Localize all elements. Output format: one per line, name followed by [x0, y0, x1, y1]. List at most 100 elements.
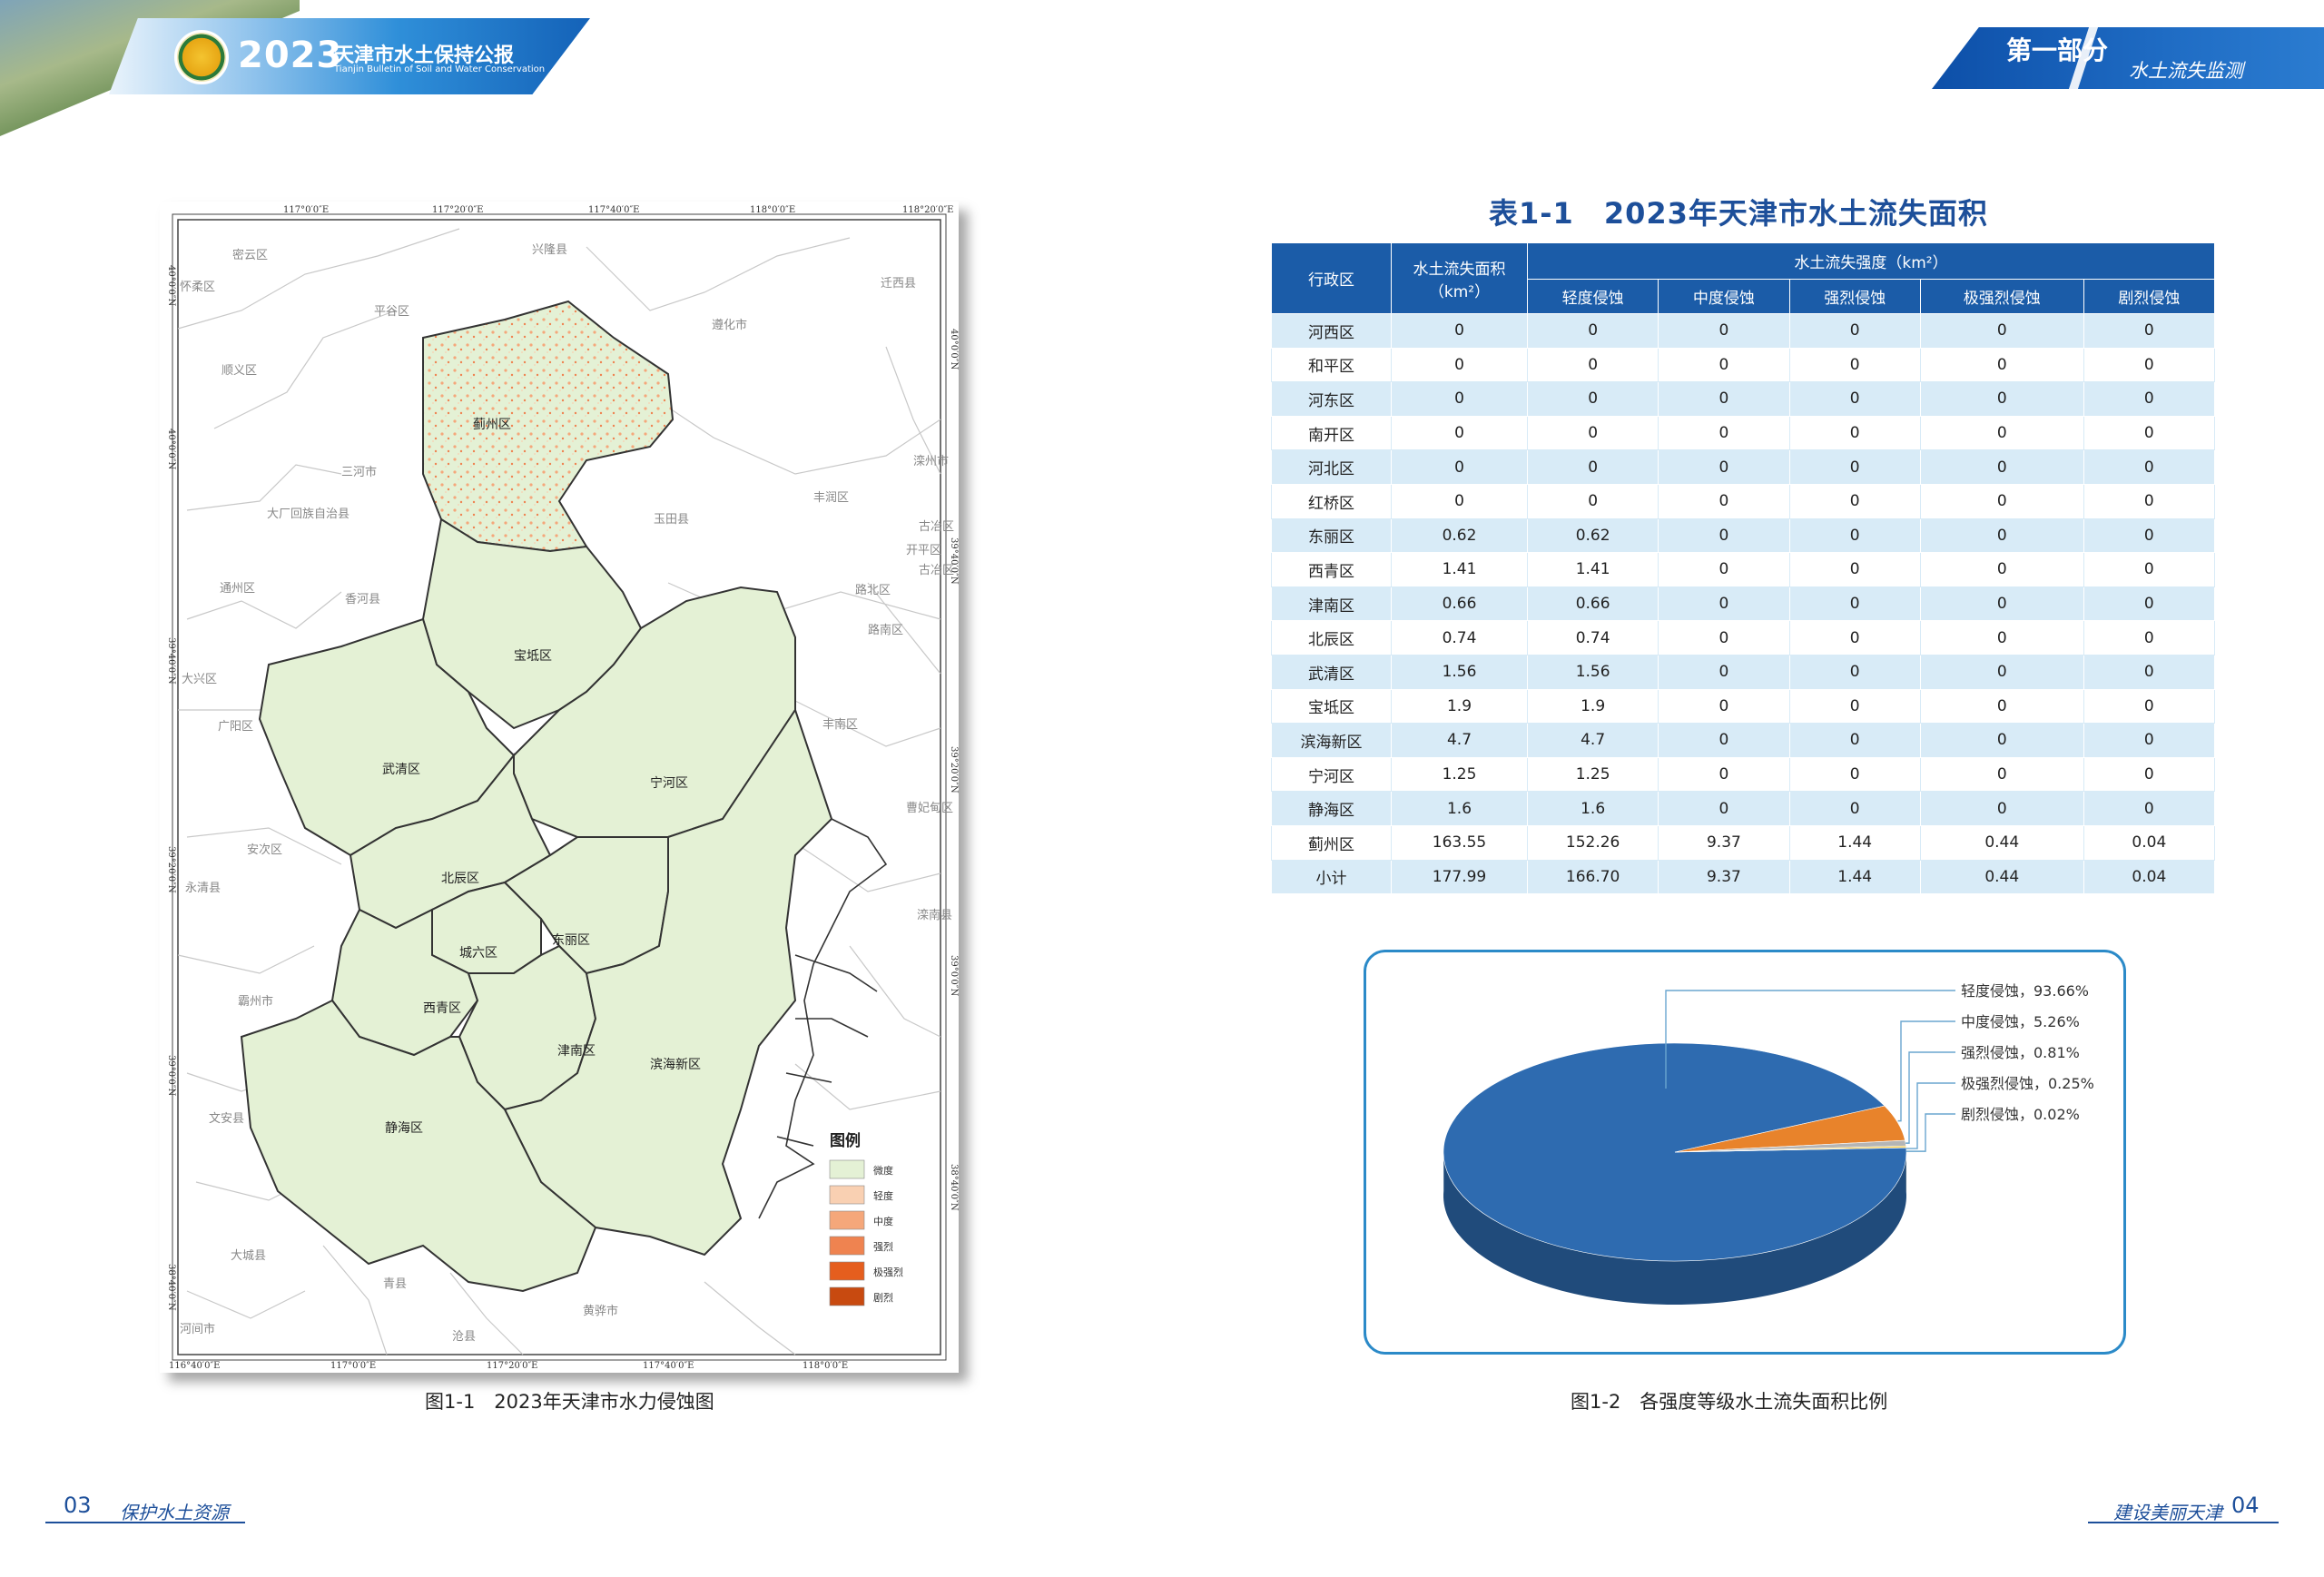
- table-row: 静海区 1.6 1.6 0 0 0 0: [1271, 791, 2216, 826]
- table-row: 宝坻区 1.9 1.9 0 0 0 0: [1271, 688, 2216, 724]
- legend-label: 中度: [873, 1215, 893, 1227]
- table-cell: 0.04: [2083, 824, 2216, 861]
- pie-leader-line: [1905, 1051, 1955, 1144]
- map-caption: 图1-1 2023年天津市水力侵蚀图: [425, 1391, 714, 1413]
- map-outer-border: [172, 213, 947, 1361]
- table-cell: 0: [1788, 586, 1921, 622]
- pie-leader-line: [1897, 1020, 1955, 1122]
- table-cell: 1.25: [1391, 756, 1528, 793]
- table-cell: 0.44: [1919, 824, 2084, 861]
- table-cell-district: 北辰区: [1271, 620, 1392, 655]
- left-tick: 38°40′0″N: [166, 1264, 176, 1311]
- district-jinghai: [240, 999, 597, 1293]
- outer-label: 丰润区: [813, 491, 849, 505]
- left-tick: 40°0′0″N: [166, 265, 176, 306]
- table-cell: 0.74: [1526, 620, 1659, 655]
- legend-label: 轻度: [873, 1189, 893, 1202]
- table-cell: 1.44: [1788, 859, 1921, 895]
- table-cell: 0: [1919, 347, 2084, 383]
- table-cell: 1.41: [1526, 552, 1659, 587]
- legend-swatch: [829, 1159, 865, 1179]
- table-cell: 152.26: [1526, 824, 1659, 861]
- table-cell: 0: [1919, 791, 2084, 826]
- legend-swatch: [829, 1286, 865, 1306]
- table-cell: 0: [1391, 483, 1528, 519]
- left-tick: 39°0′0″N: [166, 1055, 176, 1096]
- table-row: 津南区 0.66 0.66 0 0 0 0: [1271, 586, 2216, 622]
- table-cell: 0.04: [2083, 859, 2216, 895]
- outer-label: 古冶区: [919, 520, 954, 534]
- table-cell: 0: [1788, 723, 1921, 758]
- table-row: 蓟州区 163.55 152.26 9.37 1.44 0.44 0.04: [1271, 824, 2216, 861]
- table-row: 河西区 0 0 0 0 0 0: [1271, 313, 2216, 349]
- table-cell-district: 静海区: [1271, 791, 1392, 826]
- table-cell: 0: [1391, 381, 1528, 417]
- outer-label: 迁西县: [881, 277, 916, 291]
- table-cell: 9.37: [1658, 824, 1790, 861]
- table-cell: 0: [1658, 586, 1790, 622]
- outer-label: 大厂回族自治县: [267, 507, 350, 521]
- table-cell: 0.66: [1526, 586, 1659, 622]
- table-cell: 0: [2083, 791, 2216, 826]
- table-cell: 0: [1658, 381, 1790, 417]
- outer-label: 文安县: [209, 1112, 244, 1126]
- outer-label: 大城县: [231, 1249, 266, 1263]
- table-cell: 1.56: [1526, 654, 1659, 690]
- table-cell: 0: [1658, 620, 1790, 655]
- table-cell: 0: [1658, 688, 1790, 724]
- legend-swatch: [829, 1236, 865, 1256]
- map-label: 东丽区: [552, 933, 590, 948]
- outer-boundaries: [177, 228, 941, 1355]
- map-label: 静海区: [385, 1121, 423, 1136]
- table-cell: 9.37: [1658, 859, 1790, 895]
- map-label: 宁河区: [650, 775, 688, 791]
- table-cell: 1.6: [1526, 791, 1659, 826]
- table-row: 武清区 1.56 1.56 0 0 0 0: [1271, 654, 2216, 690]
- table-cell-district: 滨海新区: [1271, 723, 1392, 758]
- legend-swatch: [829, 1261, 865, 1281]
- table-cell: 0: [1919, 586, 2084, 622]
- outer-label: 三河市: [341, 465, 377, 479]
- outer-label: 玉田县: [654, 513, 689, 527]
- table-cell: 1.41: [1391, 552, 1528, 587]
- outer-label: 沧县: [452, 1329, 476, 1344]
- table-cell: 0: [2083, 688, 2216, 724]
- footer-line-right: [2088, 1522, 2279, 1523]
- table-cell: 0: [2083, 483, 2216, 519]
- left-tick: 39°40′0″N: [166, 637, 176, 685]
- district-xiqing: [330, 908, 479, 1057]
- table-cell: 0: [1788, 347, 1921, 383]
- pie-leader-line: [1905, 1082, 1955, 1149]
- table-cell: 0: [2083, 415, 2216, 451]
- table-row: 河东区 0 0 0 0 0 0: [1271, 381, 2216, 417]
- table-row: 和平区 0 0 0 0 0 0: [1271, 347, 2216, 383]
- table-cell-district: 东丽区: [1271, 517, 1392, 554]
- table-cell-district: 西青区: [1271, 552, 1392, 587]
- table-cell: 0.74: [1391, 620, 1528, 655]
- coastline: [758, 818, 888, 1219]
- table-cell: 0: [2083, 723, 2216, 758]
- table-cell: 0.62: [1391, 517, 1528, 554]
- table-cell: 0: [1919, 415, 2084, 451]
- legend-label: 强烈: [873, 1240, 893, 1253]
- table-row: 滨海新区 4.7 4.7 0 0 0 0: [1271, 723, 2216, 758]
- table-cell: 0: [1788, 688, 1921, 724]
- outer-label: 通州区: [220, 582, 255, 596]
- outer-label: 平谷区: [374, 305, 409, 319]
- table-cell: 0: [1788, 552, 1921, 587]
- table-cell: 0: [1658, 552, 1790, 587]
- table-cell: 0: [1919, 517, 2084, 554]
- legend-label: 极强烈: [873, 1266, 903, 1278]
- pie-label: 剧烈侵蚀，0.02%: [1961, 1106, 2080, 1123]
- table-cell: 0: [1658, 483, 1790, 519]
- erosion-map-svg: 117°0′0″E 117°20′0″E 117°40′0″E 118°0′0″…: [166, 205, 959, 1371]
- outer-label: 青县: [383, 1277, 407, 1291]
- table-row: 小计 177.99 166.70 9.37 1.44 0.44 0.04: [1271, 859, 2216, 895]
- table-cell-district: 蓟州区: [1271, 824, 1392, 861]
- pie-chart-frame: 轻度侵蚀，93.66% 中度侵蚀，5.26% 强烈侵蚀，0.81% 极强烈侵蚀，0.2…: [1364, 950, 2126, 1355]
- col-header-intensity: 水土流失强度（km²）: [1527, 242, 2215, 280]
- section-topic: 水土流失监测: [2129, 60, 2243, 82]
- table-cell: 0: [1919, 756, 2084, 793]
- legend-title: 图例: [830, 1131, 861, 1150]
- table-cell-district: 宁河区: [1271, 756, 1392, 793]
